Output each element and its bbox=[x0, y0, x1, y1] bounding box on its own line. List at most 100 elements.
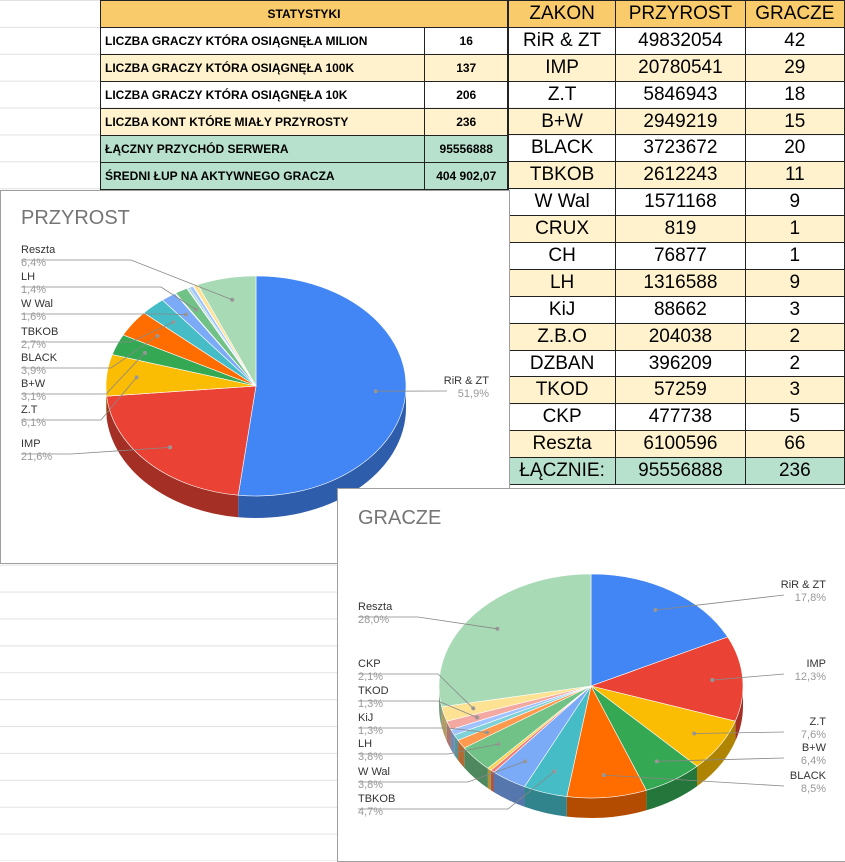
clan-gracze-cell[interactable]: 18 bbox=[745, 81, 844, 108]
clan-name-cell[interactable]: Reszta bbox=[509, 431, 616, 458]
slice-label: TBKOB bbox=[358, 793, 395, 805]
clan-gracze-cell[interactable]: 2 bbox=[745, 350, 844, 377]
slice-pct: 3,8% bbox=[358, 779, 383, 791]
label-dot bbox=[523, 759, 527, 763]
stats-row: LICZBA GRACZY KTÓRA OSIĄGNĘŁA MILION 16 bbox=[101, 28, 508, 55]
clan-gracze-cell[interactable]: 15 bbox=[745, 108, 844, 135]
slice-pct: 3,9% bbox=[21, 365, 46, 377]
slice-label: B+W bbox=[802, 742, 827, 754]
stats-value[interactable]: 236 bbox=[425, 109, 508, 136]
clan-name-cell[interactable]: Z.T bbox=[509, 81, 616, 108]
clan-gracze-cell[interactable]: 5 bbox=[745, 404, 844, 431]
header-gracze[interactable]: GRACZE bbox=[745, 1, 844, 28]
clan-przyrost-cell[interactable]: 2949219 bbox=[616, 108, 745, 135]
stats-title[interactable]: STATYSTYKI bbox=[101, 1, 508, 28]
slice-label: Reszta bbox=[358, 601, 393, 613]
stats-value[interactable]: 16 bbox=[425, 28, 508, 55]
clan-gracze-cell[interactable]: 11 bbox=[745, 162, 844, 189]
clan-przyrost-cell[interactable]: 76877 bbox=[616, 243, 745, 270]
stats-row: ŁĄCZNY PRZYCHÓD SERWERA 95556888 bbox=[101, 136, 508, 163]
slice-label: TKOD bbox=[358, 685, 389, 697]
stats-value[interactable]: 95556888 bbox=[425, 136, 508, 163]
stats-value[interactable]: 137 bbox=[425, 55, 508, 82]
clan-gracze-cell[interactable]: 9 bbox=[745, 189, 844, 216]
clan-przyrost-cell[interactable]: 3723672 bbox=[616, 135, 745, 162]
stats-row: ŚREDNI ŁUP NA AKTYWNEGO GRACZA 404 902,0… bbox=[101, 163, 508, 190]
clan-przyrost-cell[interactable]: 88662 bbox=[616, 296, 745, 323]
clan-name-cell[interactable]: TKOD bbox=[509, 377, 616, 404]
clan-gracze-cell[interactable]: 9 bbox=[745, 269, 844, 296]
clan-gracze-cell[interactable]: 1 bbox=[745, 216, 844, 243]
clan-przyrost-cell[interactable]: 57259 bbox=[616, 377, 745, 404]
clan-name-cell[interactable]: TBKOB bbox=[509, 162, 616, 189]
slice-label: LH bbox=[358, 738, 372, 750]
clan-gracze-cell[interactable]: 3 bbox=[745, 296, 844, 323]
slice-pct: 1,6% bbox=[21, 311, 46, 323]
stats-label[interactable]: ŁĄCZNY PRZYCHÓD SERWERA bbox=[101, 136, 425, 163]
clan-name-cell[interactable]: LH bbox=[509, 269, 616, 296]
clan-name-cell[interactable]: CH bbox=[509, 243, 616, 270]
slice-pct: 7,6% bbox=[801, 729, 826, 741]
clan-gracze-cell[interactable]: 1 bbox=[745, 243, 844, 270]
slice-pct: 8,5% bbox=[801, 783, 826, 795]
clan-name-cell[interactable]: DZBAN bbox=[509, 350, 616, 377]
stats-header-row: STATYSTYKI bbox=[101, 1, 508, 28]
slice-label: KiJ bbox=[358, 712, 373, 724]
clan-przyrost-cell[interactable]: 396209 bbox=[616, 350, 745, 377]
stats-label[interactable]: LICZBA GRACZY KTÓRA OSIĄGNĘŁA MILION bbox=[101, 28, 425, 55]
clan-przyrost-cell[interactable]: 2612243 bbox=[616, 162, 745, 189]
clan-przyrost-cell[interactable]: 477738 bbox=[616, 404, 745, 431]
clan-name-cell[interactable]: Z.B.O bbox=[509, 323, 616, 350]
slice-pct: 2,7% bbox=[21, 339, 46, 351]
clan-name-cell[interactable]: RiR & ZT bbox=[509, 27, 616, 54]
clan-gracze-cell[interactable]: 3 bbox=[745, 377, 844, 404]
clan-gracze-cell[interactable]: 42 bbox=[745, 27, 844, 54]
slice-label: BLACK bbox=[790, 770, 827, 782]
chart-title: GRACZE bbox=[358, 507, 441, 530]
clan-przyrost-cell[interactable]: 49832054 bbox=[616, 27, 745, 54]
clan-przyrost-cell[interactable]: 5846943 bbox=[616, 81, 745, 108]
clan-gracze-cell[interactable]: 20 bbox=[745, 135, 844, 162]
clan-przyrost-cell[interactable]: 204038 bbox=[616, 323, 745, 350]
slice-pct: 4,7% bbox=[358, 806, 383, 818]
slice-label: W Wal bbox=[358, 766, 390, 778]
clan-name-cell[interactable]: IMP bbox=[509, 54, 616, 81]
slice-label: W Wal bbox=[21, 298, 53, 310]
total-gracze[interactable]: 236 bbox=[745, 458, 844, 485]
stats-label[interactable]: LICZBA GRACZY KTÓRA OSIĄGNĘŁA 100K bbox=[101, 55, 425, 82]
clan-name-cell[interactable]: CRUX bbox=[509, 216, 616, 243]
clan-przyrost-cell[interactable]: 6100596 bbox=[616, 431, 745, 458]
slice-pct: 12,3% bbox=[795, 671, 826, 683]
clan-przyrost-cell[interactable]: 1316588 bbox=[616, 269, 745, 296]
clan-gracze-cell[interactable]: 2 bbox=[745, 323, 844, 350]
clan-przyrost-cell[interactable]: 1571168 bbox=[616, 189, 745, 216]
stats-label[interactable]: ŚREDNI ŁUP NA AKTYWNEGO GRACZA bbox=[101, 163, 425, 190]
clan-przyrost-cell[interactable]: 819 bbox=[616, 216, 745, 243]
clan-name-cell[interactable]: CKP bbox=[509, 404, 616, 431]
clan-gracze-cell[interactable]: 66 bbox=[745, 431, 844, 458]
clan-name-cell[interactable]: BLACK bbox=[509, 135, 616, 162]
total-przyrost[interactable]: 95556888 bbox=[616, 458, 745, 485]
header-przyrost[interactable]: PRZYROST bbox=[616, 1, 745, 28]
total-label[interactable]: ŁĄCZNIE: bbox=[509, 458, 616, 485]
clan-name-cell[interactable]: W Wal bbox=[509, 189, 616, 216]
stats-label[interactable]: LICZBA KONT KTÓRE MIAŁY PRZYROSTY bbox=[101, 109, 425, 136]
clan-name-cell[interactable]: B+W bbox=[509, 108, 616, 135]
slice-pct: 21,6% bbox=[21, 451, 52, 463]
clan-name-cell[interactable]: KiJ bbox=[509, 296, 616, 323]
stats-value[interactable]: 206 bbox=[425, 82, 508, 109]
stats-value[interactable]: 404 902,07 bbox=[425, 163, 508, 190]
header-zakon[interactable]: ZAKON bbox=[509, 1, 616, 28]
stats-label[interactable]: LICZBA GRACZY KTÓRA OSIĄGNĘŁA 10K bbox=[101, 82, 425, 109]
clan-przyrost-cell[interactable]: 20780541 bbox=[616, 54, 745, 81]
clan-gracze-cell[interactable]: 29 bbox=[745, 54, 844, 81]
